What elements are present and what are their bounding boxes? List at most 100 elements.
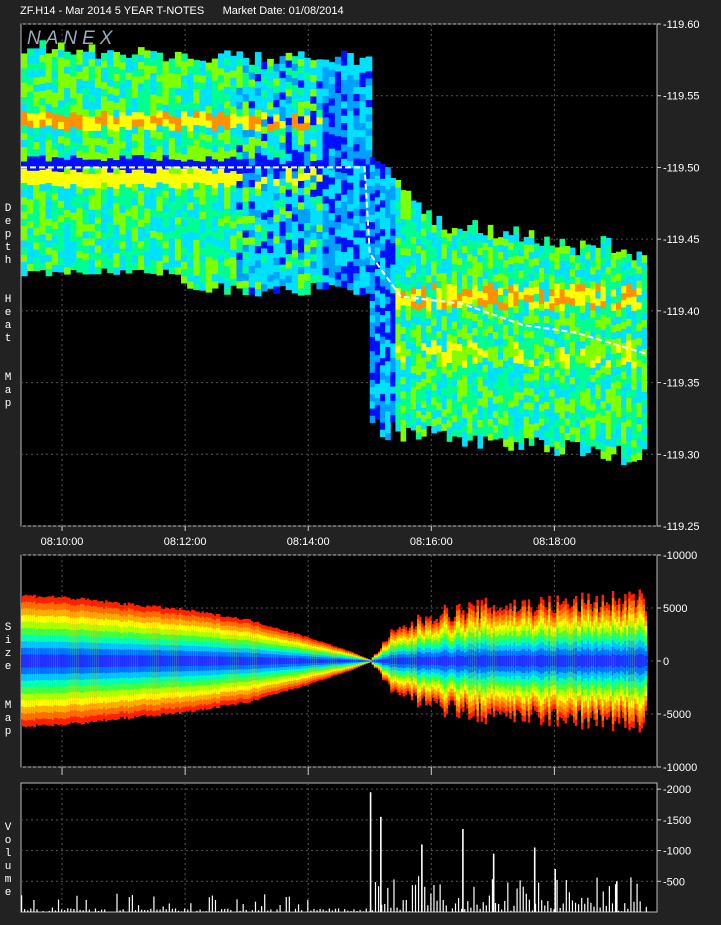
- heat-cell: [144, 193, 151, 202]
- heat-cell: [580, 362, 586, 371]
- heat-cell: [492, 403, 499, 411]
- heat-cell: [33, 227, 40, 236]
- heat-cell: [236, 72, 244, 81]
- heat-cell: [492, 381, 499, 390]
- heat-cell: [626, 304, 632, 312]
- heat-cell: [217, 211, 225, 219]
- heat-cell: [310, 182, 317, 190]
- heat-cell: [193, 196, 200, 205]
- heat-cell: [369, 372, 376, 380]
- heat-cell: [45, 218, 53, 226]
- heat-cell: [279, 192, 287, 201]
- heat-cell: [322, 152, 330, 161]
- heat-cell: [285, 203, 293, 212]
- heat-cell: [456, 379, 463, 387]
- heat-cell: [328, 248, 336, 257]
- heat-cell: [199, 268, 207, 277]
- heat-cell: [304, 86, 311, 95]
- heat-cell: [33, 184, 40, 193]
- heat-cell: [467, 389, 473, 398]
- heat-cell: [156, 131, 164, 140]
- size-band: [191, 655, 194, 667]
- size-band: [27, 654, 30, 668]
- heat-cell: [205, 119, 213, 128]
- size-band: [144, 655, 147, 667]
- heat-cell: [626, 447, 632, 456]
- x-tick-label: 08:12:00: [164, 536, 207, 548]
- heat-cell: [482, 393, 489, 401]
- heat-cell: [168, 94, 176, 103]
- heat-cell: [626, 411, 632, 420]
- heat-cell: [224, 208, 231, 216]
- heat-cell: [472, 248, 478, 257]
- heat-cell: [498, 344, 504, 353]
- heat-cell: [57, 128, 65, 137]
- heat-cell: [279, 106, 287, 114]
- heat-cell: [205, 249, 213, 257]
- heat-cell: [82, 109, 90, 117]
- heat-cell: [347, 139, 354, 147]
- heat-cell: [385, 231, 391, 240]
- y-tick-label: -119.60: [663, 19, 700, 31]
- heat-cell: [415, 331, 422, 340]
- heat-cell: [554, 297, 561, 306]
- heat-cell: [119, 97, 127, 106]
- heat-cell: [477, 340, 484, 349]
- heat-cell: [374, 268, 381, 277]
- heat-cell: [236, 223, 244, 232]
- heat-cell: [600, 250, 607, 259]
- heat-cell: [230, 249, 237, 258]
- heat-cell: [39, 198, 47, 206]
- heat-cell: [610, 446, 617, 455]
- heat-cell: [410, 386, 417, 395]
- heat-cell: [285, 189, 293, 197]
- heat-cell: [193, 167, 200, 176]
- heat-cell: [107, 50, 114, 58]
- heat-cell: [39, 183, 47, 192]
- heat-cell: [242, 136, 250, 145]
- heat-cell: [487, 246, 494, 255]
- heat-cell: [585, 352, 591, 360]
- heat-cell: [242, 115, 250, 123]
- heat-cell: [297, 287, 305, 296]
- heat-cell: [600, 343, 607, 352]
- heat-cell: [285, 146, 293, 154]
- heat-cell: [359, 100, 367, 109]
- heat-cell: [297, 166, 305, 174]
- heat-cell: [549, 396, 555, 404]
- heat-cell: [533, 243, 540, 252]
- heat-cell: [503, 331, 509, 340]
- heat-cell: [125, 244, 133, 252]
- heat-cell: [487, 318, 494, 326]
- heat-cell: [347, 261, 354, 269]
- heat-cell: [150, 108, 157, 117]
- heat-cell: [45, 189, 53, 198]
- heat-cell: [374, 397, 381, 406]
- size-band: [88, 654, 92, 668]
- heat-cell: [441, 423, 448, 431]
- heat-cell: [415, 245, 422, 254]
- heat-cell: [217, 247, 225, 255]
- y-tick-label: 5000: [663, 603, 687, 615]
- heat-cell: [380, 207, 386, 215]
- heat-cell: [595, 247, 602, 256]
- heat-cell: [285, 181, 293, 190]
- heat-cell: [27, 77, 34, 85]
- heat-cell: [395, 180, 402, 188]
- heat-cell: [150, 129, 157, 138]
- heat-cell: [174, 245, 182, 254]
- heat-cell: [174, 166, 182, 175]
- size-band: [230, 656, 233, 666]
- heat-cell: [174, 66, 182, 74]
- heat-cell: [267, 180, 274, 189]
- heat-cell: [341, 108, 348, 116]
- heat-cell: [426, 296, 432, 305]
- heat-cell: [487, 389, 494, 398]
- heat-cell: [503, 238, 509, 247]
- heat-cell: [400, 326, 407, 335]
- heat-cell: [39, 119, 47, 127]
- heat-cell: [385, 224, 391, 233]
- heat-cell: [436, 388, 443, 396]
- heat-cell: [380, 407, 386, 416]
- heat-cell: [162, 97, 170, 105]
